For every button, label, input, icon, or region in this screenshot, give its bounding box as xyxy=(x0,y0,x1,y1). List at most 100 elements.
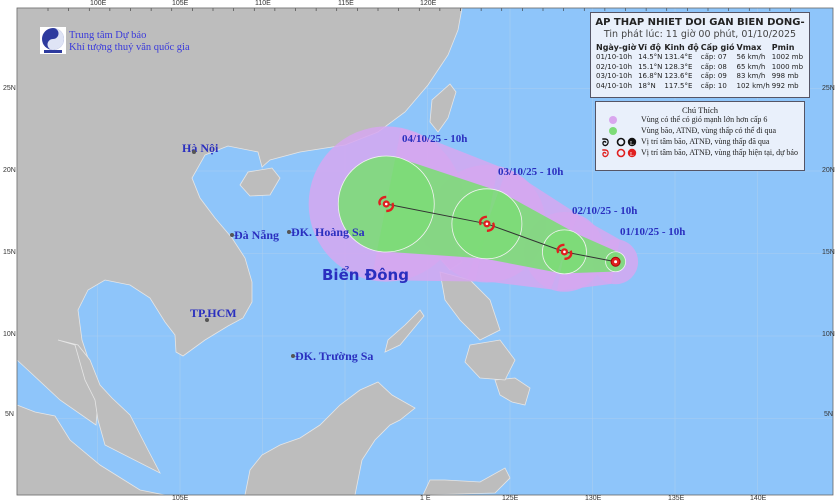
legend-item-strong-wind: Vùng có thể có gió mạnh lớn hơn cấp 6 xyxy=(596,115,804,126)
table-cell: 1000 mb xyxy=(771,62,804,71)
place-label-tp-hcm: TP.HCM xyxy=(190,306,237,320)
track-line xyxy=(386,203,616,263)
land-mindanao xyxy=(494,377,531,406)
cone-segment xyxy=(376,156,494,259)
lat-tick-left: 25N xyxy=(3,85,16,92)
lat-tick-left: 20N xyxy=(3,167,16,174)
svg-text:ᘐ: ᘐ xyxy=(602,137,609,147)
col-header: Pmin xyxy=(771,43,795,52)
table-cell: 83 km/h xyxy=(736,72,766,80)
table-row: 01/10-10h 14.5°N 131.4°E cấp: 07 56 km/h 1002… xyxy=(596,53,805,63)
lon-tick-bottom: 125E xyxy=(502,495,519,502)
table-cell: 14.5°N xyxy=(638,53,663,61)
lat-tick-right: 10N xyxy=(822,331,835,338)
col-header: Ngày-giờ xyxy=(596,43,637,52)
forecast-storm-icon xyxy=(478,215,495,233)
wind-radius-circle xyxy=(542,229,587,275)
table-cell: 117.5°E xyxy=(664,81,693,90)
table-cell: 18°N xyxy=(638,81,656,90)
table-cell: 992 mb xyxy=(771,81,799,90)
svg-text:ᘐ: ᘐ xyxy=(602,148,609,158)
storm-track xyxy=(337,155,626,275)
land-visayas xyxy=(439,271,501,341)
past-position-symbols-icon: ᘐ L xyxy=(602,137,637,147)
organization-name-line2: Khí tượng thuỷ văn quốc gia xyxy=(69,42,190,53)
lat-tick-left: 5N xyxy=(5,411,14,418)
forecast-position-symbols-icon: ᘐ L xyxy=(602,148,637,158)
legend-label: Vị trí tâm bão, ATNĐ, vùng thấp hiện tại… xyxy=(641,148,798,157)
table-cell: 01/10-10h xyxy=(596,53,633,61)
legend-item-current-forecast-position: ᘐ L Vị trí tâm bão, ATNĐ, vùng thấp hiện… xyxy=(596,148,804,159)
svg-text:L: L xyxy=(630,152,634,158)
lon-tick-top: 105E xyxy=(172,0,189,7)
map-frame xyxy=(16,7,834,496)
wind-radius-circle xyxy=(451,188,523,260)
place-label-hoang-sa: ĐK. Hoàng Sa xyxy=(291,225,365,239)
lon-tick-top: 110E xyxy=(255,0,271,7)
table-cell: 131.4°E xyxy=(664,53,693,61)
legend-item-storm-area: Vùng bão, ATNĐ, vùng thấp có thể đi qua xyxy=(596,126,804,137)
organization-name-line1: Trung tâm Dự báo xyxy=(69,30,147,41)
table-cell: 123.6°E xyxy=(664,72,693,80)
table-cell: 15.1°N xyxy=(638,62,663,71)
table-cell: 102 km/h xyxy=(736,81,770,90)
col-header: Cấp gió xyxy=(700,43,735,52)
table-cell: 02/10-10h xyxy=(596,62,633,71)
table-cell: 04/10-10h xyxy=(596,81,633,90)
forecast-storm-icon xyxy=(556,243,573,261)
wind-radius-circle xyxy=(605,251,626,273)
lat-tick-right: 20N xyxy=(822,167,835,174)
table-header-row: Ngày-giờ Vĩ độ Kinh độ Cấp gió Vmax Pmin xyxy=(596,43,805,53)
cone-segment xyxy=(474,190,572,273)
table-cell: 56 km/h xyxy=(736,53,766,61)
legend-label: Vùng bão, ATNĐ, vùng thấp có thể đi qua xyxy=(641,126,777,135)
forecast-storm-icon xyxy=(378,195,395,213)
legend-title: Chú Thích xyxy=(682,105,718,115)
lon-tick-top: 100E xyxy=(90,0,107,7)
land-malay-peninsula xyxy=(57,339,161,474)
table-cell: cấp: 08 xyxy=(700,62,727,71)
axis-ticks xyxy=(47,8,791,11)
wind-radius-circle xyxy=(337,155,435,253)
land-palawan xyxy=(384,309,425,353)
lat-tick-right: 15N xyxy=(822,249,835,256)
lat-tick-right: 25N xyxy=(822,85,835,92)
legend-label: Vùng có thể có gió mạnh lớn hơn cấp 6 xyxy=(641,115,768,124)
track-label-03: 03/10/25 - 10h xyxy=(498,166,564,178)
table-cell: 998 mb xyxy=(771,72,799,80)
table-cell: cấp: 10 xyxy=(700,81,727,90)
table-cell: 03/10-10h xyxy=(596,72,633,80)
lon-tick-bottom: 1 E xyxy=(420,495,431,502)
land-mindanao-north xyxy=(464,339,516,381)
lon-tick-bottom: 135E xyxy=(668,495,685,502)
table-cell: 1002 mb xyxy=(771,53,804,61)
forecast-info-box: AP THAP NHIET DOI GAN BIEN DONG- Tin phá… xyxy=(590,12,810,98)
forecast-cone xyxy=(308,126,639,292)
land-sulawesi xyxy=(422,467,511,496)
green-swatch-icon xyxy=(609,127,617,135)
lon-tick-top: 115E xyxy=(338,0,354,7)
current-position-icon xyxy=(610,256,621,267)
lat-tick-left: 15N xyxy=(3,249,16,256)
land-hainan xyxy=(239,167,281,197)
lon-tick-bottom: 140E xyxy=(750,495,767,502)
bulletin-issued-time: Tin phát lúc: 11 giờ 00 phút, 01/10/2025 xyxy=(603,29,797,40)
place-label-da-nang: Đà Nẵng xyxy=(234,228,280,242)
place-label-truong-sa: ĐK. Trường Sa xyxy=(295,349,374,363)
table-cell: cấp: 07 xyxy=(700,53,727,61)
table-row: 04/10-10h 18°N 117.5°E cấp: 10 102 km/h 992 m… xyxy=(596,82,805,92)
forecast-table: Ngày-giờ Vĩ độ Kinh độ Cấp gió Vmax Pmin… xyxy=(596,43,805,91)
purple-swatch-icon xyxy=(609,116,617,124)
svg-text:L: L xyxy=(630,141,634,147)
col-header: Vĩ độ xyxy=(638,43,662,52)
lat-tick-right: 5N xyxy=(824,411,833,418)
table-row: 03/10-10h 16.8°N 123.6°E cấp: 09 83 km/h 998 … xyxy=(596,72,805,82)
land-taiwan xyxy=(429,83,457,133)
lon-tick-bottom: 105E xyxy=(172,495,189,502)
table-cell: 16.8°N xyxy=(638,72,663,80)
cone-segment xyxy=(560,230,618,274)
track-label-01: 01/10/25 - 10h xyxy=(620,226,686,238)
legend-label: Vị trí tâm bão, ATNĐ, vùng thấp đã qua xyxy=(641,137,770,146)
place-label-ha-noi: Hà Nội xyxy=(182,141,219,155)
